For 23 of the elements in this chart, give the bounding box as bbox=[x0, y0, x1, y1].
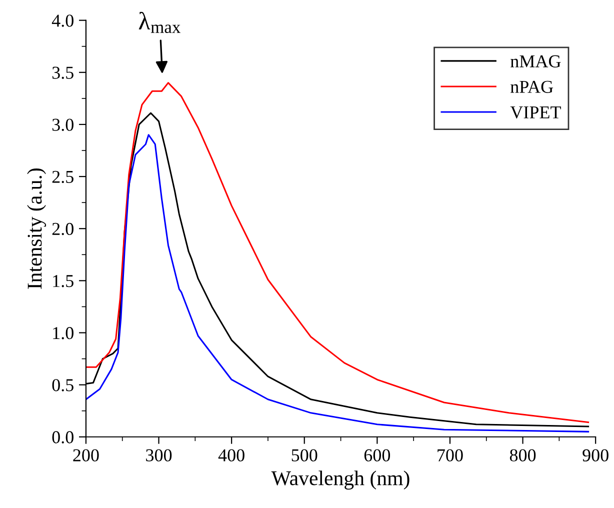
y-tick-label: 0.0 bbox=[52, 431, 74, 444]
y-tick-label: 4.0 bbox=[52, 14, 74, 27]
y-tick-label: 0.5 bbox=[52, 379, 74, 392]
x-tick-label: 600 bbox=[364, 449, 390, 462]
x-tick-label: 500 bbox=[292, 449, 318, 462]
y-tick-label: 1.5 bbox=[53, 275, 74, 288]
legend-label: nPAG bbox=[510, 80, 554, 93]
x-tick-label: 700 bbox=[438, 449, 463, 462]
legend-label: nMAG bbox=[510, 55, 561, 68]
y-axis-title: Intensity (a.u.) bbox=[27, 168, 46, 289]
annotation: λ$_{max}$ bbox=[138, 12, 180, 34]
x-axis-title: Wavelengh (nm) bbox=[271, 470, 410, 490]
y-tick-label: 1.0 bbox=[53, 326, 74, 340]
y-tick-label: 3.5 bbox=[52, 66, 74, 79]
y-tick-label: 3.0 bbox=[52, 118, 74, 131]
y-tick-label: 2.0 bbox=[52, 222, 74, 236]
x-tick-label: 900 bbox=[582, 449, 608, 462]
y-tick-label: 2.5 bbox=[52, 170, 74, 184]
x-tick-label: 800 bbox=[510, 449, 536, 462]
x-tick-label: 400 bbox=[218, 449, 244, 462]
x-tick-label: 300 bbox=[146, 449, 172, 462]
legend-label: VIPET bbox=[510, 106, 561, 119]
x-tick-label: 200 bbox=[73, 449, 99, 462]
